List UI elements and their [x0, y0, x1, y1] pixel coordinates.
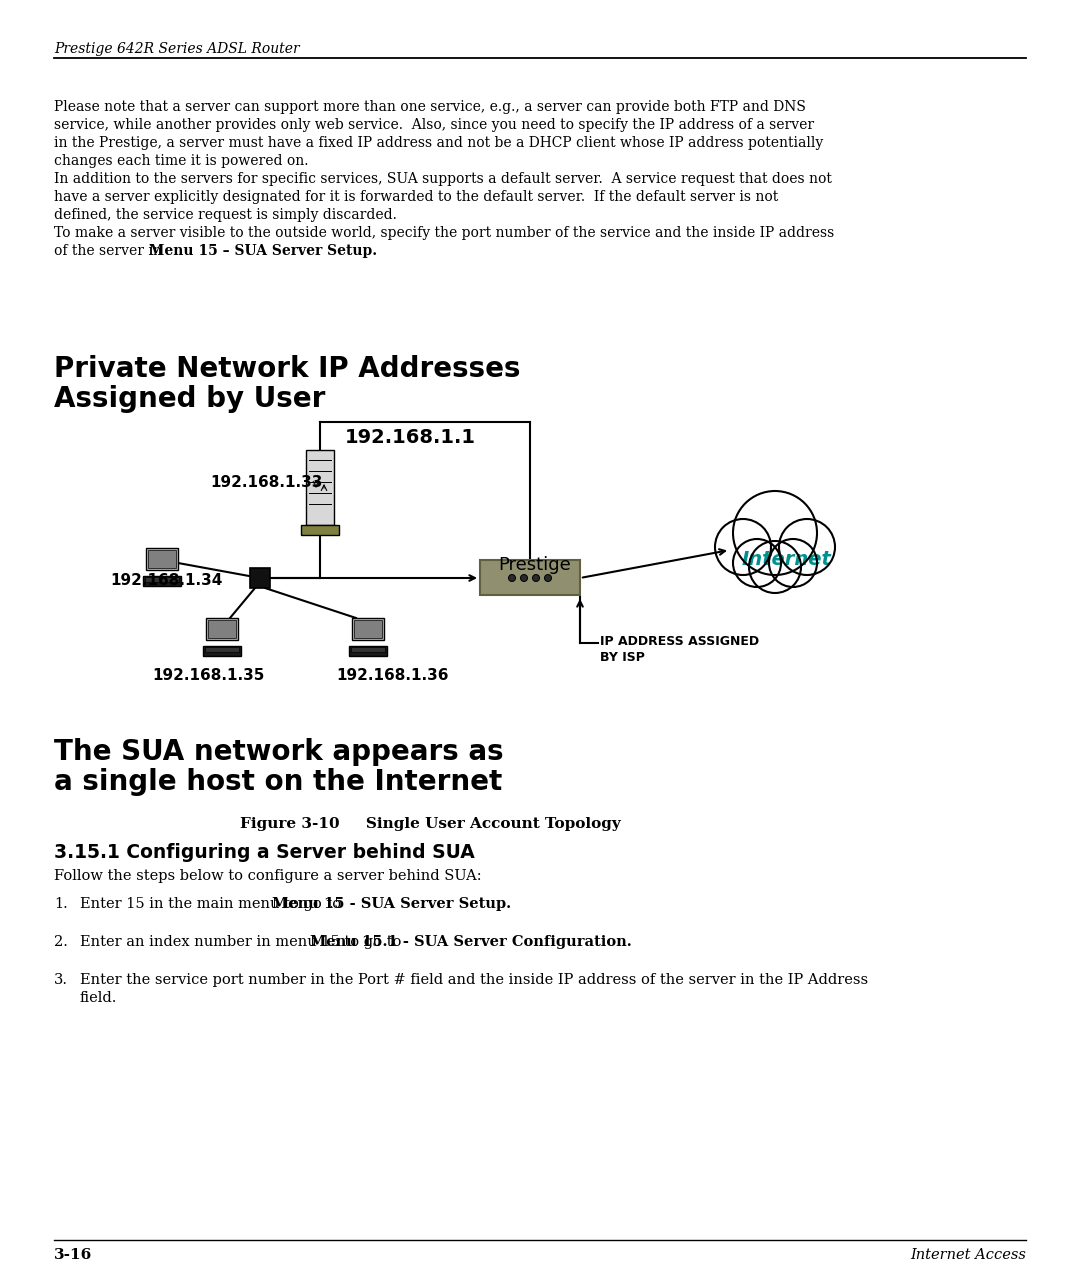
Bar — [249, 567, 270, 588]
Text: 3.15.1 Configuring a Server behind SUA: 3.15.1 Configuring a Server behind SUA — [54, 843, 475, 862]
Text: Please note that a server can support more than one service, e.g., a server can : Please note that a server can support mo… — [54, 100, 806, 114]
Bar — [351, 647, 384, 652]
Text: in the Prestige, a server must have a fixed IP address and not be a DHCP client : in the Prestige, a server must have a fi… — [54, 136, 823, 150]
Text: Menu 15.1 - SUA Server Configuration.: Menu 15.1 - SUA Server Configuration. — [310, 935, 632, 949]
Text: 192.168.1.35: 192.168.1.35 — [152, 667, 265, 683]
Text: Menu 15 - SUA Server Setup.: Menu 15 - SUA Server Setup. — [272, 897, 511, 911]
Text: 192.168.1.34: 192.168.1.34 — [110, 573, 222, 588]
Bar — [146, 548, 178, 570]
Text: To make a server visible to the outside world, specify the port number of the se: To make a server visible to the outside … — [54, 225, 834, 240]
Circle shape — [733, 539, 781, 587]
Bar — [306, 450, 334, 525]
Text: 3-16: 3-16 — [54, 1248, 92, 1262]
Text: 192.168.1.36: 192.168.1.36 — [336, 667, 448, 683]
Text: IP ADDRESS ASSIGNED: IP ADDRESS ASSIGNED — [600, 635, 759, 648]
Text: of the server in: of the server in — [54, 243, 166, 257]
Circle shape — [509, 574, 515, 582]
Circle shape — [532, 574, 540, 582]
Bar — [352, 617, 384, 640]
Text: Prestige: Prestige — [498, 556, 570, 574]
Bar — [349, 646, 387, 656]
Text: Enter the service port number in the Port # field and the inside IP address of t: Enter the service port number in the Por… — [80, 974, 868, 986]
Text: BY ISP: BY ISP — [600, 651, 645, 664]
Text: 3.: 3. — [54, 974, 68, 986]
Text: Enter an index number in menu 15 to go to: Enter an index number in menu 15 to go t… — [80, 935, 406, 949]
Bar — [203, 646, 241, 656]
Circle shape — [733, 491, 816, 575]
Bar — [145, 576, 179, 582]
Text: defined, the service request is simply discarded.: defined, the service request is simply d… — [54, 208, 396, 222]
Bar — [206, 617, 238, 640]
Text: Assigned by User: Assigned by User — [54, 386, 325, 412]
Circle shape — [769, 539, 816, 587]
Bar — [301, 525, 339, 535]
Text: 192.168.1.33: 192.168.1.33 — [210, 475, 322, 491]
Text: 1.: 1. — [54, 897, 68, 911]
Text: Figure 3-10     Single User Account Topology: Figure 3-10 Single User Account Topology — [240, 817, 620, 831]
Text: The SUA network appears as: The SUA network appears as — [54, 738, 503, 766]
Text: Internet: Internet — [742, 550, 832, 569]
Text: Internet Access: Internet Access — [910, 1248, 1026, 1262]
Text: Private Network IP Addresses: Private Network IP Addresses — [54, 355, 521, 383]
Circle shape — [521, 574, 527, 582]
Text: field.: field. — [80, 991, 118, 1006]
Circle shape — [750, 541, 801, 593]
Bar — [143, 576, 181, 585]
Text: 2.: 2. — [54, 935, 68, 949]
Circle shape — [544, 574, 552, 582]
Bar — [480, 560, 580, 594]
Bar — [354, 620, 382, 638]
Text: changes each time it is powered on.: changes each time it is powered on. — [54, 154, 309, 168]
Text: service, while another provides only web service.  Also, since you need to speci: service, while another provides only web… — [54, 118, 814, 132]
Circle shape — [715, 519, 771, 575]
Text: Menu 15 – SUA Server Setup.: Menu 15 – SUA Server Setup. — [149, 243, 377, 257]
Text: 192.168.1.1: 192.168.1.1 — [345, 428, 476, 447]
Text: a single host on the Internet: a single host on the Internet — [54, 769, 502, 796]
Bar — [205, 647, 239, 652]
Text: Enter 15 in the main menu to go to: Enter 15 in the main menu to go to — [80, 897, 346, 911]
Text: In addition to the servers for specific services, SUA supports a default server.: In addition to the servers for specific … — [54, 172, 832, 186]
Text: Follow the steps below to configure a server behind SUA:: Follow the steps below to configure a se… — [54, 869, 482, 883]
Text: Prestige 642R Series ADSL Router: Prestige 642R Series ADSL Router — [54, 42, 299, 56]
Bar — [148, 550, 176, 567]
Circle shape — [779, 519, 835, 575]
Text: have a server explicitly designated for it is forwarded to the default server.  : have a server explicitly designated for … — [54, 190, 779, 204]
Bar — [208, 620, 237, 638]
